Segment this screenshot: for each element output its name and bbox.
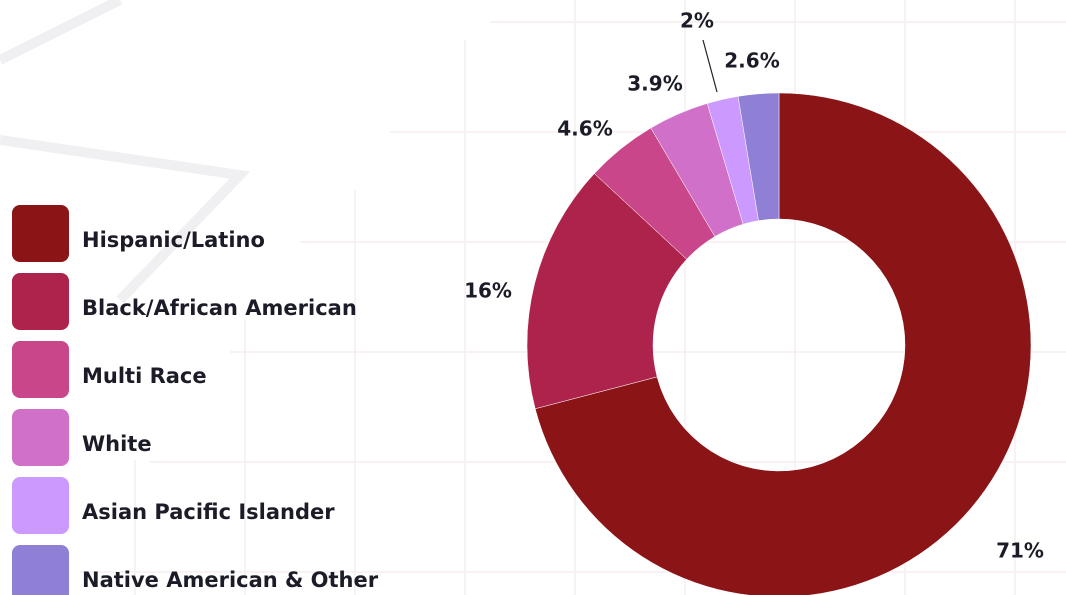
legend-text: Multi Race bbox=[82, 364, 207, 388]
donut-slice bbox=[737, 92, 780, 221]
donut-slice bbox=[526, 173, 688, 410]
legend-swatch bbox=[12, 273, 69, 330]
leader-line bbox=[702, 39, 718, 93]
legend-swatch bbox=[12, 545, 69, 595]
legend-text: Black/African American bbox=[82, 296, 357, 320]
donut-slice bbox=[534, 92, 1032, 595]
legend-text: Native American & Other bbox=[82, 568, 379, 592]
legend-text: Asian Pacific Islander bbox=[82, 500, 335, 524]
value-label: 2% bbox=[680, 9, 714, 33]
value-label: 16% bbox=[464, 279, 512, 303]
value-label: 3.9% bbox=[627, 72, 682, 96]
value-label: 4.6% bbox=[557, 117, 612, 141]
legend-text: Hispanic/Latino bbox=[82, 228, 265, 252]
value-label: 71% bbox=[996, 539, 1044, 563]
legend-swatch bbox=[12, 205, 69, 262]
legend-swatch bbox=[12, 341, 69, 398]
legend-swatch bbox=[12, 409, 69, 466]
legend-swatch bbox=[12, 477, 69, 534]
legend-text: White bbox=[82, 432, 152, 456]
value-label: 2.6% bbox=[724, 49, 779, 73]
